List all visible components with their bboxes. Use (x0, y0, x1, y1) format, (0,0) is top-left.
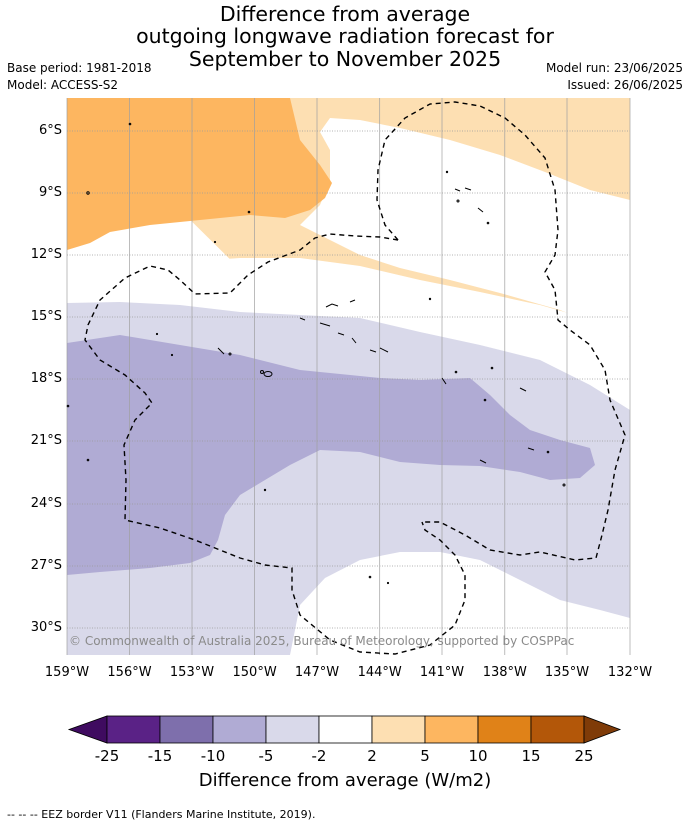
lon-tick: 156°W (107, 665, 152, 680)
meta-right: Model run: 23/06/2025 Issued: 26/06/2025 (546, 60, 683, 94)
colorbar-label: -15 (147, 747, 173, 765)
colorbar-segment (265, 715, 320, 744)
lat-tick: 30°S (30, 620, 62, 635)
lat-tick: 12°S (30, 247, 62, 262)
lon-tick: 159°W (44, 665, 90, 680)
lat-tick: 9°S (38, 185, 62, 200)
negative-anomaly-5-10 (67, 335, 595, 575)
lon-tick: 153°W (169, 665, 215, 680)
colorbar-label: 5 (420, 747, 430, 765)
meridians (66, 98, 631, 655)
colorbar-label: 15 (521, 747, 541, 765)
colorbar-label: 25 (574, 747, 594, 765)
colorbar-segment (106, 715, 161, 744)
model-run-text: Model run: 23/06/2025 (545, 61, 683, 75)
lon-tick: 147°W (294, 665, 340, 680)
issued-text: Issued: 26/06/2025 (567, 78, 683, 92)
colorbar-label: -10 (200, 747, 226, 765)
colorbar-segment (477, 715, 532, 744)
lat-tick: 18°S (30, 371, 62, 386)
colorbar-label: 10 (468, 747, 488, 765)
map-title-line3: September to November 2025 (188, 47, 502, 71)
lat-tick: 27°S (30, 558, 62, 573)
model-text: Model: ACCESS-S2 (7, 78, 119, 92)
lat-tick: 6°S (38, 123, 62, 138)
map-title-line1: Difference from average (219, 2, 471, 26)
colorbar-segment (159, 715, 214, 744)
islands (66, 122, 566, 585)
neutral-bottom-lobe (290, 552, 630, 655)
lat-tick: 15°S (30, 309, 62, 324)
colorbar-segments (67, 715, 622, 744)
colorbar-label: -5 (258, 747, 274, 765)
lat-tick: 21°S (30, 433, 62, 448)
colorbar-label: -25 (94, 747, 120, 765)
base-period-text: Base period: 1981-2018 (7, 61, 152, 75)
colorbar-segment (318, 715, 373, 744)
colorbar-label: 2 (367, 747, 377, 765)
lon-tick: 141°W (419, 665, 465, 680)
lon-tick: 135°W (544, 665, 590, 680)
colorbar-segment (424, 715, 479, 744)
colorbar-segment (530, 715, 585, 744)
colorbar-segment (212, 715, 267, 744)
map-title-line2: outgoing longwave radiation forecast for (136, 24, 554, 48)
colorbar-extend-high (583, 715, 622, 744)
colorbar-label: -2 (311, 747, 327, 765)
lon-tick: 132°W (607, 665, 653, 680)
lon-tick: 138°W (482, 665, 527, 680)
lon-tick: 144°W (357, 665, 402, 680)
colorbar-title: Difference from average (W/m2) (198, 770, 492, 791)
meta-left: Base period: 1981-2018 Model: ACCESS-S2 (7, 60, 152, 94)
eez-legend-note: -- -- -- EEZ border V11 (Flanders Marine… (7, 808, 316, 821)
lat-tick: 24°S (30, 496, 62, 511)
lon-tick: 150°W (232, 665, 277, 680)
colorbar-segment (371, 715, 426, 744)
copyright-text: © Commonwealth of Australia 2025, Bureau… (69, 634, 575, 648)
positive-anomaly-5-10 (67, 98, 332, 250)
colorbar-extend-low (67, 715, 108, 744)
eez-borders (84, 101, 626, 655)
colorbar (67, 715, 622, 744)
